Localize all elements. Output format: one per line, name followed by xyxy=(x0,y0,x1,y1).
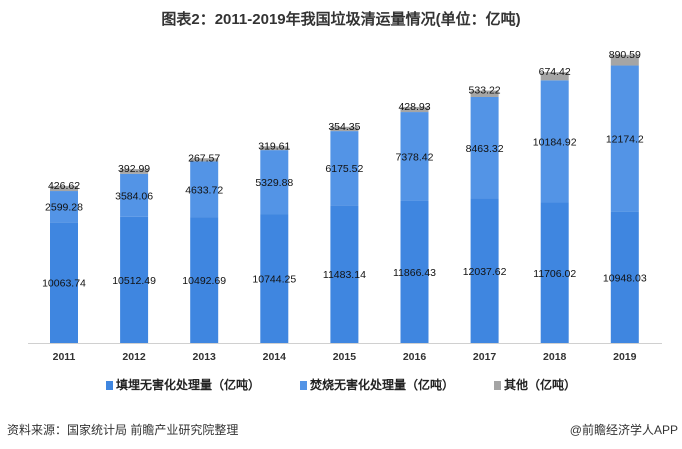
data-label: 10744.25 xyxy=(252,274,296,286)
data-label: 12174.2 xyxy=(606,134,644,146)
x-tick-label: 2013 xyxy=(193,351,217,363)
data-label: 8463.32 xyxy=(466,143,504,155)
data-label: 10948.03 xyxy=(603,272,647,284)
chart-title: 图表2：2011-2019年我国垃圾清运量情况(单位：亿吨) xyxy=(161,11,521,28)
data-label: 2599.28 xyxy=(45,202,83,214)
data-label: 5329.88 xyxy=(255,177,293,189)
data-label: 392.99 xyxy=(118,163,150,175)
bar-segment xyxy=(400,200,429,343)
legend-item-landfill: 填埋无害化处理量（亿吨） xyxy=(105,376,260,393)
data-label: 267.57 xyxy=(188,152,220,164)
data-label: 11483.14 xyxy=(323,269,366,281)
x-tick-label: 2012 xyxy=(122,351,146,363)
brand-credit: @前瞻经济学人APP xyxy=(569,423,678,437)
bar-segment xyxy=(260,214,289,343)
bar-segment xyxy=(190,158,219,162)
legend-item-incineration: 焚烧无害化处理量（亿吨） xyxy=(299,376,454,393)
data-label: 4633.72 xyxy=(185,184,223,196)
data-label: 11866.43 xyxy=(393,267,436,279)
data-label: 890.59 xyxy=(609,49,641,61)
bar-segment xyxy=(330,205,359,343)
legend-swatch xyxy=(299,381,307,390)
source-note: 资料来源：国家统计局 前瞻产业研究院整理 xyxy=(7,423,239,437)
bar-segment xyxy=(610,65,639,212)
data-label: 319.61 xyxy=(258,140,290,152)
data-label: 10184.92 xyxy=(533,136,577,148)
bar-segment xyxy=(540,202,569,343)
bar-segment xyxy=(470,90,499,97)
x-tick-label: 2014 xyxy=(263,351,287,363)
legend-swatch xyxy=(494,381,501,390)
x-tick-label: 2019 xyxy=(613,351,637,363)
bar-segment xyxy=(330,126,359,132)
data-label: 12037.62 xyxy=(463,266,507,278)
data-label: 10512.49 xyxy=(112,275,156,287)
x-tick-label: 2015 xyxy=(333,351,357,363)
bar-segment xyxy=(470,198,499,343)
legend-swatch xyxy=(105,381,113,390)
data-label: 10492.69 xyxy=(182,275,226,287)
bar-segment xyxy=(50,222,78,343)
bar-segment xyxy=(120,169,149,174)
bar-segment xyxy=(120,173,149,217)
x-tick-label: 2018 xyxy=(543,351,567,363)
data-label: 11706.02 xyxy=(533,268,576,280)
legend-item-other: 其他（亿吨） xyxy=(494,376,576,393)
bar-segment xyxy=(610,211,639,343)
bar-segment xyxy=(540,80,569,203)
bar-segment xyxy=(50,185,78,192)
bar-segment xyxy=(50,191,78,223)
data-label: 533.22 xyxy=(469,85,501,97)
stacked-bar-chart: 10063.74 2599.28 426.62 2011 10512.49 3584.06… xyxy=(28,49,662,363)
bar-segment xyxy=(540,72,569,81)
x-tick-label: 2017 xyxy=(473,351,497,363)
data-label: 10063.74 xyxy=(42,278,86,290)
data-label: 3584.06 xyxy=(115,190,153,202)
bar-segment xyxy=(260,150,289,215)
x-tick-label: 2016 xyxy=(403,351,427,363)
bar-segment xyxy=(610,54,639,66)
data-label: 428.93 xyxy=(398,101,430,113)
bar-segment xyxy=(190,161,219,218)
bar-segment xyxy=(330,131,359,206)
bar-segment xyxy=(400,112,429,201)
data-label: 7378.42 xyxy=(396,151,434,163)
x-tick-label: 2011 xyxy=(53,351,76,363)
bar-segment xyxy=(470,96,499,199)
bar-segment xyxy=(190,217,219,343)
data-label: 674.42 xyxy=(539,66,571,78)
bar-segment xyxy=(120,216,149,343)
bar-segment xyxy=(400,106,429,113)
legend: 填埋无害化处理量（亿吨） 焚烧无害化处理量（亿吨） 其他（亿吨） xyxy=(0,376,682,393)
data-label: 354.35 xyxy=(328,121,360,133)
data-label: 426.62 xyxy=(48,180,80,192)
data-label: 6175.52 xyxy=(325,163,363,175)
bar-segment xyxy=(260,146,289,151)
